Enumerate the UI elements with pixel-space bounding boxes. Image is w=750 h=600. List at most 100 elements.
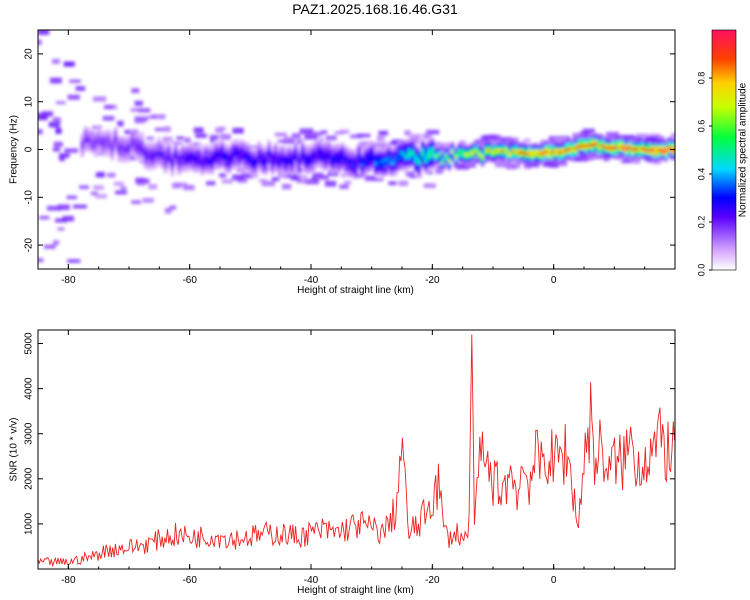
spectrogram-ridge-cell	[607, 143, 612, 147]
spectrogram-ridge-cell	[427, 150, 432, 154]
spectrogram-ridge-cell	[350, 174, 355, 179]
spectrogram-ridge-cell	[233, 141, 238, 145]
spectrogram-noise-cell	[210, 137, 218, 143]
spectrogram-ridge-cell	[347, 167, 351, 172]
spectrogram-ridge-cell	[160, 145, 165, 149]
spectrogram-noise-cell	[48, 121, 60, 128]
spectrogram-ridge-cell	[307, 150, 311, 154]
spectrogram-ridge-cell	[384, 149, 388, 153]
spectrogram-ridge-cell	[243, 150, 248, 154]
spectrogram-noise-cell	[409, 133, 422, 139]
spectrogram-ridge-cell	[230, 160, 235, 164]
spectrogram-noise-cell	[608, 132, 620, 136]
spectrogram-ridge-cell	[464, 153, 468, 157]
spectrogram-ridge-cell	[110, 149, 115, 153]
spectrogram-ridge-cell	[280, 155, 285, 159]
spectrogram-ridge-cell	[183, 160, 188, 164]
spectrogram-ridge-cell	[410, 152, 415, 157]
spectrogram-ridge-cell	[290, 146, 295, 150]
spectrogram-ridge-cell	[113, 138, 118, 143]
spectrogram-ridge-cell	[187, 154, 191, 158]
spectrogram-ridge-cell	[97, 141, 101, 146]
spectrogram-ridge-cell	[83, 125, 88, 130]
spectrogram-ridge-cell	[97, 136, 101, 140]
spectrogram-ridge-cell	[350, 149, 355, 153]
spectrogram-ridge-cell	[220, 142, 225, 146]
spectrogram-noise-cell	[505, 163, 517, 170]
spectrogram-ridge-cell	[310, 152, 315, 156]
spectrogram-ridge-cell	[277, 160, 281, 165]
spectrogram-ridge-cell	[277, 158, 281, 162]
spectrogram-ridge-cell	[107, 146, 111, 150]
spectrogram-ridge-cell	[163, 155, 168, 160]
spectrogram-ridge-cell	[390, 150, 395, 154]
spectrogram-ridge-cell	[454, 164, 458, 168]
spectrogram-ridge-cell	[544, 152, 548, 156]
spectrogram-ridge-cell	[607, 154, 612, 158]
spectrogram-ridge-cell	[207, 156, 211, 160]
spectrogram-ridge-cell	[100, 133, 105, 137]
spectrogram-ridge-cell	[430, 164, 435, 168]
spectrogram-ridge-cell	[400, 142, 405, 147]
spectrogram-ridge-cell	[127, 147, 131, 151]
spectrogram-ridge-cell	[130, 143, 135, 147]
spectrogram-ridge-cell	[447, 153, 452, 157]
spectrogram-ridge-cell	[334, 166, 338, 170]
spectrogram-noise-cell	[376, 135, 385, 142]
spectrogram-ridge-cell	[384, 163, 388, 167]
spectrogram-ridge-cell	[604, 149, 608, 153]
spectrogram-ridge-cell	[644, 156, 648, 161]
spectrogram-ridge-cell	[420, 147, 425, 151]
spectrogram-ridge-cell	[380, 159, 385, 163]
spectrogram-ridge-cell	[130, 134, 135, 139]
spectrogram-ridge-cell	[437, 156, 442, 160]
spectrogram-ridge-cell	[110, 157, 115, 161]
spectrogram-ridge-cell	[570, 153, 575, 158]
spectrogram-ridge-cell	[420, 156, 425, 160]
spectrogram-ridge-cell	[370, 149, 375, 154]
spectrogram-ridge-cell	[190, 142, 195, 146]
spectrogram-ridge-cell	[157, 142, 161, 147]
spectrogram-ridge-cell	[557, 156, 562, 160]
spectrogram-ridge-cell	[484, 152, 488, 156]
spectrogram-ridge-cell	[651, 148, 655, 152]
spectrogram-ridge-cell	[664, 143, 668, 148]
spectrogram-noise-cell	[453, 164, 466, 168]
spectrogram-ridge-cell	[580, 152, 585, 157]
spectrogram-ridge-cell	[537, 149, 542, 153]
spectrogram-y-tick-label: 0	[24, 146, 35, 152]
spectrogram-ridge-cell	[143, 165, 148, 170]
spectrogram-ridge-cell	[400, 139, 405, 144]
spectrogram-ridge-cell	[384, 146, 388, 150]
spectrogram-ridge-cell	[484, 146, 488, 150]
spectrogram-ridge-cell	[284, 155, 288, 159]
spectrogram-ridge-cell	[457, 148, 462, 152]
spectrogram-ridge-cell	[163, 167, 168, 171]
spectrogram-ridge-cell	[587, 140, 592, 145]
spectrogram-ridge-cell	[647, 157, 652, 161]
spectrogram-ridge-cell	[414, 166, 418, 171]
spectrogram-ridge-cell	[524, 143, 528, 147]
spectrogram-noise-cell	[296, 179, 306, 184]
spectrogram-ridge-cell	[294, 154, 298, 158]
spectrogram-ridge-cell	[397, 152, 402, 157]
spectrogram-ridge-cell	[477, 146, 482, 150]
spectrogram-ridge-cell	[123, 145, 128, 149]
spectrogram-ridge-cell	[600, 138, 605, 142]
spectrogram-ridge-cell	[197, 149, 201, 153]
spectrogram-ridge-cell	[143, 145, 148, 149]
spectrogram-ridge-cell	[160, 165, 165, 169]
spectrogram-ridge-cell	[337, 166, 341, 170]
spectrogram-ridge-cell	[671, 153, 675, 158]
spectrogram-ridge-cell	[460, 148, 465, 152]
spectrogram-ridge-cell	[340, 156, 345, 160]
spectrogram-ridge-cell	[354, 161, 358, 165]
spectrogram-ridge-cell	[340, 147, 345, 151]
spectrogram-ridge-cell	[160, 148, 165, 152]
spectrogram-ridge-cell	[661, 151, 665, 155]
spectrogram-ridge-cell	[110, 137, 115, 141]
spectrogram-ridge-cell	[574, 138, 578, 142]
spectrogram-ridge-cell	[100, 139, 105, 143]
spectrogram-ridge-cell	[253, 150, 258, 154]
